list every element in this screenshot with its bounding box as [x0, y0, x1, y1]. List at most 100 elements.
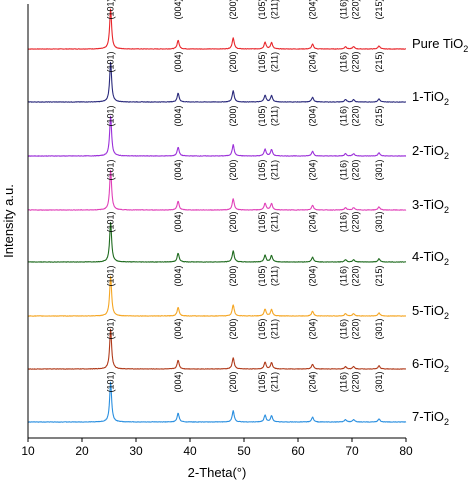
peak-label: (101): [106, 51, 116, 72]
x-tick-label: 20: [75, 444, 89, 458]
axes: [27, 4, 406, 439]
plot-area: (101) (004) (200) (105) (211) (204) (116) (220)…: [27, 0, 468, 427]
peak-label: (200): [228, 105, 238, 126]
peak-label: (200): [228, 318, 238, 339]
series-3-trace: [27, 115, 407, 157]
peak-label: (101): [106, 211, 116, 232]
peak-label: (301): [374, 211, 384, 232]
peak-label: (220): [351, 105, 361, 126]
series-8-name: 7-TiO2: [412, 409, 449, 427]
series-5-name: 4-TiO2: [412, 249, 449, 267]
peak-label: (211): [270, 106, 280, 126]
peak-label: (105): [257, 51, 267, 72]
peak-label: (101): [106, 318, 116, 339]
peak-label: (116): [339, 0, 349, 19]
peak-label: (220): [351, 159, 361, 180]
peak-label: (105): [257, 318, 267, 339]
peak-label: (220): [351, 265, 361, 286]
peak-label: (004): [173, 265, 183, 286]
peak-label: (301): [374, 318, 384, 339]
series-1-trace: [27, 8, 407, 50]
y-axis-title: Intensity a.u.: [1, 184, 16, 258]
peak-label: (105): [257, 371, 267, 392]
peak-label: (101): [106, 159, 116, 180]
x-tick-label: 60: [291, 444, 305, 458]
series-6-name: 5-TiO2: [412, 303, 449, 321]
x-tick-label: 50: [237, 444, 251, 458]
series-2: (101) (004) (200) (105) (211) (204) (116) (220)…: [27, 51, 449, 107]
series-4-trace: [27, 169, 407, 211]
peak-label: (004): [173, 51, 183, 72]
peak-label: (204): [308, 0, 318, 20]
series-6-trace: [27, 275, 407, 317]
peak-label: (211): [270, 160, 280, 180]
peak-label: (211): [270, 372, 280, 392]
peak-label: (204): [308, 318, 318, 339]
peak-label: (204): [308, 265, 318, 286]
peak-label: (116): [339, 160, 349, 180]
series-5-trace: [27, 222, 407, 263]
peak-label: (220): [351, 0, 361, 20]
peak-label: (301): [374, 159, 384, 180]
peak-label: (204): [308, 51, 318, 72]
series-4: (101) (004) (200) (105) (211) (204) (116) (220)…: [27, 159, 449, 215]
peak-label: (211): [270, 266, 280, 286]
series-1: (101) (004) (200) (105) (211) (204) (116) (220)…: [27, 0, 468, 54]
peak-label: (116): [339, 372, 349, 392]
peak-label: (204): [308, 159, 318, 180]
peak-label: (220): [351, 318, 361, 339]
peak-label: (200): [228, 371, 238, 392]
x-tick-label: 70: [345, 444, 359, 458]
peak-label: (105): [257, 265, 267, 286]
x-axis-ticks: 10 20 30 40 50 60 70 80: [21, 438, 413, 458]
peak-label: (200): [228, 211, 238, 232]
peak-label: (215): [374, 265, 384, 286]
peak-label: (116): [339, 319, 349, 339]
peak-label: (105): [257, 159, 267, 180]
peak-label: (200): [228, 51, 238, 72]
peak-label: (211): [270, 319, 280, 339]
peak-label: (105): [257, 105, 267, 126]
peak-label: (116): [339, 106, 349, 126]
peak-label: (004): [173, 0, 183, 20]
peak-label: (200): [228, 265, 238, 286]
series-8-trace: [27, 381, 407, 423]
series-7-trace: [27, 328, 407, 370]
peak-label: (105): [257, 0, 267, 20]
peak-label: (105): [257, 211, 267, 232]
x-axis-title: 2-Theta(°): [188, 465, 247, 480]
series-1-name: Pure TiO2: [412, 36, 468, 54]
peak-label: (301): [374, 371, 384, 392]
x-tick-label: 30: [129, 444, 143, 458]
x-tick-label: 40: [183, 444, 197, 458]
peak-label: (004): [173, 159, 183, 180]
peak-label: (200): [228, 159, 238, 180]
peak-label: (116): [339, 212, 349, 232]
peak-label: (220): [351, 371, 361, 392]
series-8: (101) (004) (200) (105) (211) (204) (116) (220)…: [27, 371, 449, 427]
peak-label: (004): [173, 318, 183, 339]
peak-label: (211): [270, 0, 280, 19]
peak-label: (220): [351, 211, 361, 232]
peak-label: (116): [339, 52, 349, 72]
peak-label: (211): [270, 212, 280, 232]
series-7: (101) (004) (200) (105) (211) (204) (116) (220)…: [27, 318, 449, 374]
peak-label: (101): [106, 265, 116, 286]
peak-label: (215): [374, 0, 384, 20]
series-3-name: 2-TiO2: [412, 143, 449, 161]
peak-label: (200): [228, 0, 238, 20]
series-2-trace: [27, 61, 407, 103]
x-tick-label: 80: [399, 444, 413, 458]
peak-label: (101): [106, 105, 116, 126]
peak-label: (215): [374, 105, 384, 126]
peak-label: (211): [270, 52, 280, 72]
peak-label: (204): [308, 105, 318, 126]
peak-label: (204): [308, 371, 318, 392]
series-2-name: 1-TiO2: [412, 89, 449, 107]
x-tick-label: 10: [21, 444, 35, 458]
peak-label: (101): [106, 371, 116, 392]
series-6: (101) (004) (200) (105) (211) (204) (116) (220)…: [27, 265, 449, 321]
series-3: (101) (004) (200) (105) (211) (204) (116) (220)…: [27, 105, 449, 161]
series-5: (101) (004) (200) (105) (211) (204) (116) (220)…: [27, 211, 449, 267]
series-4-name: 3-TiO2: [412, 197, 449, 215]
